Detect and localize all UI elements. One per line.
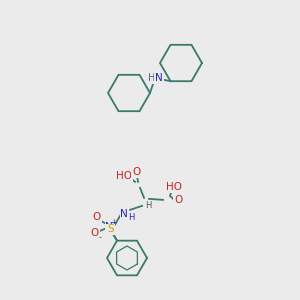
Text: N: N [105,222,113,232]
Text: O: O [93,212,101,222]
Text: N: N [120,209,128,219]
Text: N: N [155,73,163,83]
Text: S: S [107,224,114,234]
Text: -: - [98,233,101,242]
Text: HO: HO [116,171,132,181]
Text: HO: HO [166,182,182,192]
Text: H: H [145,201,151,210]
Text: H: H [148,73,156,83]
Text: +: + [110,218,116,227]
Text: O: O [91,228,99,238]
Text: O: O [132,167,140,177]
Text: H: H [128,213,134,222]
Text: O: O [174,195,182,205]
